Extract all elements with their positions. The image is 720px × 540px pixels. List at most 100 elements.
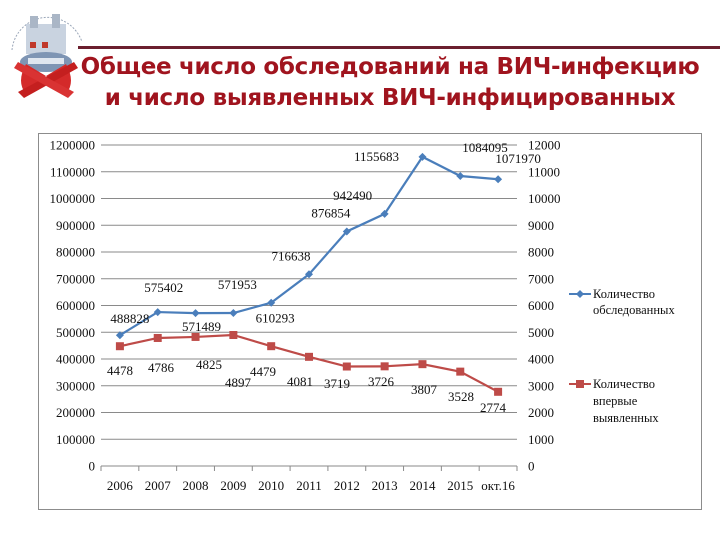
left-tick-label: 900000 (56, 218, 95, 233)
data-label-examined: 876854 (311, 205, 351, 220)
left-tick-label: 800000 (56, 245, 95, 260)
x-tick-label: 2010 (258, 478, 284, 493)
square-marker-icon (380, 362, 389, 371)
data-label-examined: 575402 (144, 280, 183, 295)
diamond-marker-icon (456, 172, 465, 181)
left-tick-label: 1100000 (50, 164, 95, 179)
square-marker-icon (267, 342, 276, 351)
legend-label-2a: Количество (593, 377, 655, 391)
square-marker-icon (418, 360, 427, 369)
data-label-examined: 1071970 (495, 151, 541, 166)
x-tick-label: 2006 (107, 478, 134, 493)
series-examined (115, 152, 503, 340)
square-marker-icon (115, 342, 124, 351)
x-tick-label: 2014 (409, 478, 436, 493)
line-examined (119, 155, 499, 337)
right-tick-label: 0 (528, 459, 535, 474)
left-tick-label: 400000 (56, 352, 95, 367)
data-label-new-cases: 4479 (250, 364, 276, 379)
diamond-marker-icon (576, 290, 584, 298)
square-marker-icon (153, 333, 162, 342)
data-label-examined: 571489 (182, 319, 221, 334)
left-tick-label: 300000 (56, 378, 95, 393)
left-tick-label: 500000 (56, 325, 95, 340)
ribbon-ship-emblem-icon (11, 14, 83, 98)
left-tick-label: 600000 (56, 298, 95, 313)
legend-item-examined: Количество обследованных (569, 287, 675, 317)
right-tick-label: 1000 (528, 432, 554, 447)
left-axis-ticks: 0 100000 200000 300000 400000 500000 600000 700… (50, 138, 96, 474)
right-axis-ticks: 0 1000 2000 3000 4000 5000 6000 7000 8000 9000 100… (528, 138, 561, 474)
data-labels: 488828 575402 571489 571953 610293 716638 8768… (107, 140, 541, 415)
left-tick-label: 100000 (56, 432, 95, 447)
data-label-new-cases: 4786 (148, 360, 175, 375)
x-tick-label: окт.16 (481, 478, 515, 493)
right-tick-label: 6000 (528, 298, 554, 313)
gridlines (101, 144, 517, 440)
legend-label-2b: впервые (593, 394, 638, 408)
square-marker-icon (229, 331, 238, 340)
square-marker-icon (191, 332, 200, 341)
left-tick-label: 200000 (56, 405, 95, 420)
x-tick-label: 2007 (145, 478, 172, 493)
square-marker-icon (494, 387, 503, 396)
data-label-examined: 610293 (256, 311, 295, 326)
diamond-marker-icon (380, 209, 389, 218)
diamond-marker-icon (191, 309, 200, 318)
x-tick-label: 2012 (334, 478, 360, 493)
legend-label-2c: выявленных (593, 411, 659, 425)
x-axis: 2006 2007 2008 2009 2010 2011 2012 2013 2014 2015… (100, 465, 518, 493)
legend: Количество обследованных Количество впер… (569, 287, 675, 425)
title-line-1: Общее число обследований на ВИЧ-инфекцию (80, 54, 700, 80)
diamond-marker-icon (342, 227, 351, 236)
right-tick-label: 4000 (528, 352, 554, 367)
x-tick-label: 2011 (296, 478, 322, 493)
title-line-2: и число выявленных ВИЧ-инфицированных (104, 85, 676, 111)
legend-label-1b: обследованных (593, 303, 675, 317)
data-label-examined: 716638 (272, 248, 311, 263)
legend-item-new-cases: Количество впервые выявленных (569, 377, 659, 425)
right-tick-label: 9000 (528, 218, 554, 233)
logo-emblem (4, 2, 94, 102)
diamond-marker-icon (418, 152, 427, 161)
right-tick-label: 11000 (528, 164, 560, 179)
left-tick-label: 1000000 (50, 191, 96, 206)
data-label-new-cases: 3726 (368, 374, 395, 389)
data-label-new-cases: 4825 (196, 357, 222, 372)
diamond-marker-icon (115, 331, 124, 340)
diamond-marker-icon (229, 309, 238, 318)
right-tick-label: 7000 (528, 271, 554, 286)
data-label-new-cases: 4478 (107, 363, 133, 378)
slide-title: Общее число обследований на ВИЧ-инфекцию… (60, 52, 720, 114)
data-label-examined: 942490 (333, 188, 372, 203)
right-tick-label: 12000 (528, 138, 561, 153)
right-tick-label: 5000 (528, 325, 554, 340)
data-label-new-cases: 3719 (324, 376, 350, 391)
diamond-marker-icon (267, 298, 276, 307)
x-tick-label: 2009 (220, 478, 246, 493)
data-label-new-cases: 3528 (448, 389, 474, 404)
data-label-new-cases: 3807 (411, 382, 438, 397)
left-tick-label: 700000 (56, 271, 95, 286)
x-tick-label: 2013 (372, 478, 398, 493)
data-label-new-cases: 4081 (287, 374, 313, 389)
right-tick-label: 3000 (528, 378, 554, 393)
x-tick-label: 2008 (183, 478, 209, 493)
square-marker-icon (305, 352, 313, 361)
diamond-marker-icon (305, 270, 313, 279)
right-tick-label: 8000 (528, 245, 554, 260)
chart-frame (38, 133, 702, 510)
title-divider (78, 46, 720, 49)
left-tick-label: 0 (89, 459, 96, 474)
diamond-marker-icon (494, 175, 503, 184)
right-tick-label: 2000 (528, 405, 554, 420)
square-marker-icon (342, 362, 351, 371)
right-tick-label: 10000 (528, 191, 561, 206)
left-tick-label: 1200000 (50, 138, 96, 153)
square-marker-icon (456, 367, 465, 376)
data-label-examined: 488828 (110, 311, 149, 326)
data-label-new-cases: 4897 (225, 375, 252, 390)
diamond-marker-icon (153, 308, 162, 317)
series-new-cases (115, 331, 503, 396)
